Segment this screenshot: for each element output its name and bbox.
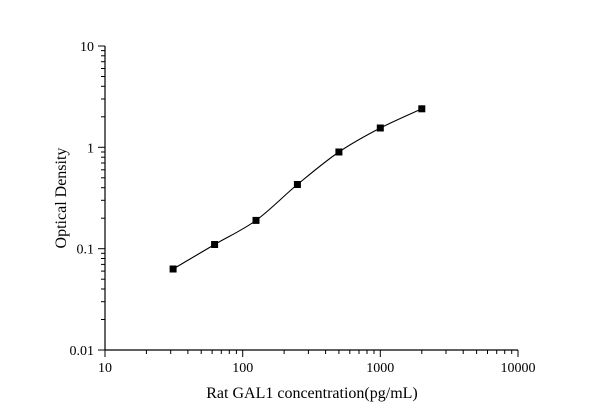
x-tick-label: 100 [232,361,253,376]
y-tick-label: 10 [80,40,94,55]
x-tick-label: 10 [98,361,112,376]
data-point [335,148,343,156]
x-tick-label: 1000 [366,361,394,376]
data-point [376,124,384,132]
y-axis-title: Optical Density [53,147,70,249]
data-point [293,181,301,188]
data-point [252,216,260,224]
data-point [211,241,219,248]
data-point [418,105,426,113]
x-tick-label: 10000 [501,361,536,376]
y-tick-label: 1 [87,141,94,156]
y-tick-label: 0.01 [70,344,95,359]
x-axis-title: Rat GAL1 concentration(pg/mL) [206,385,418,402]
y-tick-label: 0.1 [77,243,95,258]
fit-curve [172,108,423,270]
data-point [169,265,177,273]
